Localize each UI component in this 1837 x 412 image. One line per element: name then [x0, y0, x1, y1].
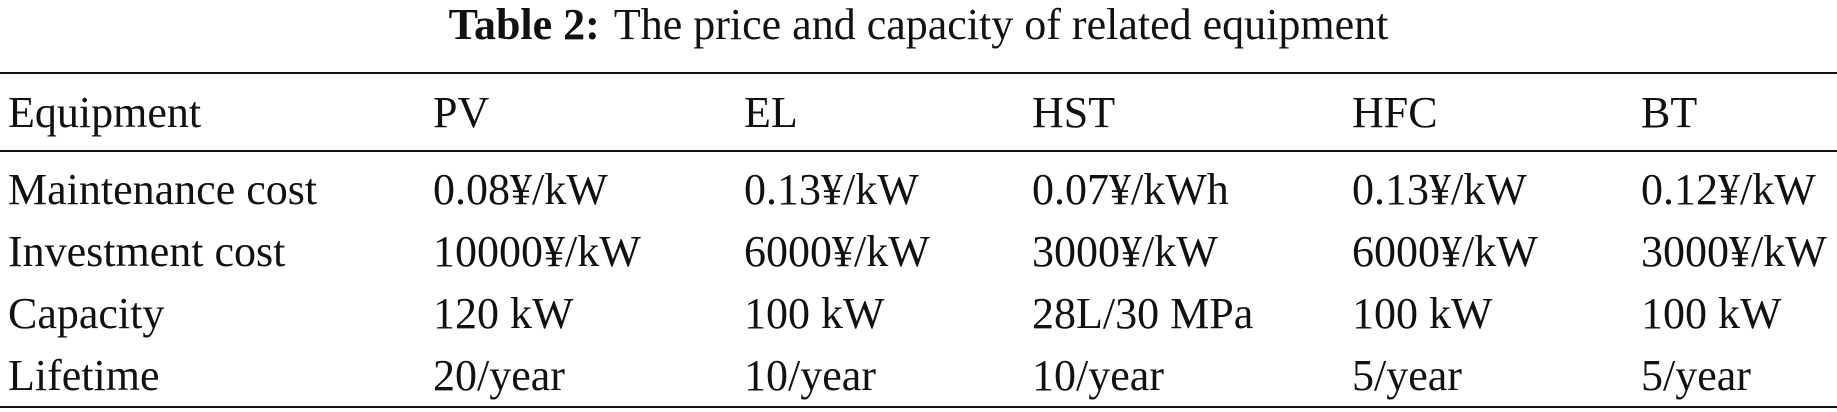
- table-cell: 6000¥/kW: [744, 226, 930, 276]
- table-cell: 0.08¥/kW: [433, 164, 608, 214]
- row-label: Lifetime: [8, 350, 160, 400]
- table-cell: 10/year: [744, 350, 876, 400]
- table-cell: 10/year: [1032, 350, 1164, 400]
- table-cell: 100 kW: [744, 288, 885, 338]
- row-label: Capacity: [8, 288, 165, 338]
- table-cell: 0.13¥/kW: [744, 164, 919, 214]
- table-caption: Table 2: The price and capacity of relate…: [0, 0, 1837, 60]
- table-cell: 3000¥/kW: [1641, 226, 1827, 276]
- table-cell: 0.13¥/kW: [1352, 164, 1527, 214]
- column-header-pv: PV: [433, 87, 490, 137]
- table-cell: 5/year: [1641, 350, 1751, 400]
- row-label: Maintenance cost: [8, 164, 318, 214]
- column-header-hfc: HFC: [1352, 87, 1438, 137]
- table-row-maintenance-cost: Maintenance cost 0.08¥/kW 0.13¥/kW 0.07¥…: [0, 151, 1837, 220]
- caption-text: The price and capacity of related equipm…: [613, 0, 1389, 49]
- column-header-el: EL: [744, 87, 798, 137]
- table-cell: 10000¥/kW: [433, 226, 641, 276]
- column-header-hst: HST: [1032, 87, 1116, 137]
- table-cell: 120 kW: [433, 288, 574, 338]
- table-row-capacity: Capacity 120 kW 100 kW 28L/30 MPa 100 kW…: [0, 282, 1837, 344]
- table-row-lifetime: Lifetime 20/year 10/year 10/year 5/year …: [0, 344, 1837, 407]
- table-cell: 28L/30 MPa: [1032, 288, 1254, 338]
- column-header-equipment: Equipment: [8, 87, 202, 137]
- equipment-table: Equipment PV EL HST HFC BT Maintenance c…: [0, 72, 1837, 408]
- table-cell: 100 kW: [1352, 288, 1493, 338]
- table-cell: 5/year: [1352, 350, 1462, 400]
- table-cell: 20/year: [433, 350, 565, 400]
- table-cell: 6000¥/kW: [1352, 226, 1538, 276]
- table-cell: 100 kW: [1641, 288, 1782, 338]
- table-cell: 0.07¥/kWh: [1032, 164, 1229, 214]
- table-row-investment-cost: Investment cost 10000¥/kW 6000¥/kW 3000¥…: [0, 220, 1837, 282]
- table-cell: 0.12¥/kW: [1641, 164, 1816, 214]
- table-header-row: Equipment PV EL HST HFC BT: [0, 73, 1837, 151]
- row-label: Investment cost: [8, 226, 286, 276]
- column-header-bt: BT: [1641, 87, 1698, 137]
- caption-label: Table 2:: [448, 0, 600, 49]
- table-cell: 3000¥/kW: [1032, 226, 1218, 276]
